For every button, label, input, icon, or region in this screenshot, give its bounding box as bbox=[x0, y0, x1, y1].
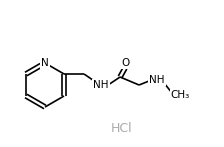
Text: N: N bbox=[41, 58, 49, 68]
Text: O: O bbox=[121, 58, 129, 68]
Text: HCl: HCl bbox=[111, 122, 133, 136]
Text: CH₃: CH₃ bbox=[170, 90, 190, 100]
Text: NH: NH bbox=[93, 80, 109, 90]
Text: NH: NH bbox=[149, 75, 165, 85]
